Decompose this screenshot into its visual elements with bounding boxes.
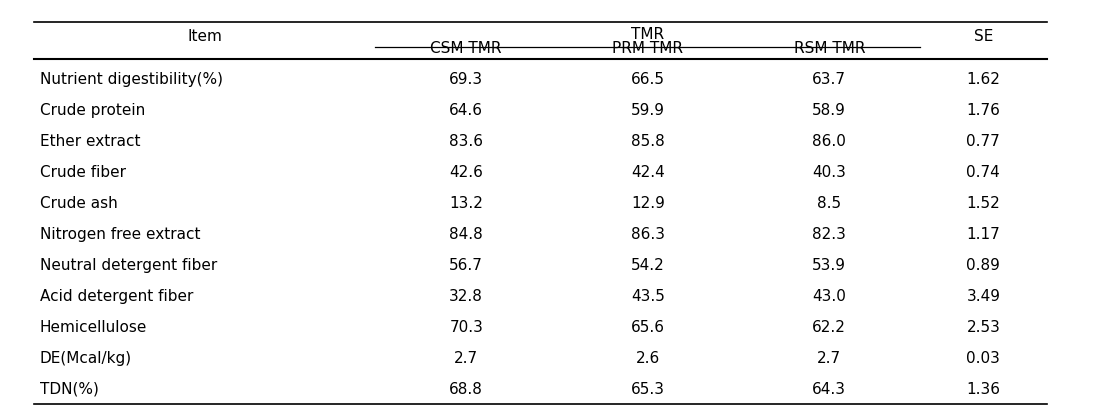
Text: 1.52: 1.52: [966, 196, 1000, 211]
Text: Nutrient digestibility(%): Nutrient digestibility(%): [40, 72, 223, 87]
Text: 63.7: 63.7: [812, 72, 846, 87]
Text: PRM TMR: PRM TMR: [612, 41, 683, 56]
Text: 0.03: 0.03: [966, 351, 1000, 366]
Text: 2.7: 2.7: [454, 351, 479, 366]
Text: CSM TMR: CSM TMR: [430, 41, 502, 56]
Text: 86.0: 86.0: [813, 134, 846, 149]
Text: 0.74: 0.74: [966, 165, 1000, 180]
Text: Neutral detergent fiber: Neutral detergent fiber: [40, 258, 217, 273]
Text: RSM TMR: RSM TMR: [793, 41, 865, 56]
Text: 1.17: 1.17: [966, 227, 1000, 242]
Text: 59.9: 59.9: [631, 103, 665, 118]
Text: 0.89: 0.89: [966, 258, 1000, 273]
Text: 65.3: 65.3: [631, 382, 665, 397]
Text: 8.5: 8.5: [817, 196, 842, 211]
Text: 2.6: 2.6: [635, 351, 660, 366]
Text: 43.0: 43.0: [813, 289, 846, 304]
Text: 85.8: 85.8: [631, 134, 665, 149]
Text: TDN(%): TDN(%): [40, 382, 99, 397]
Text: Nitrogen free extract: Nitrogen free extract: [40, 227, 201, 242]
Text: 66.5: 66.5: [631, 72, 665, 87]
Text: Acid detergent fiber: Acid detergent fiber: [40, 289, 193, 304]
Text: 32.8: 32.8: [449, 289, 483, 304]
Text: 1.76: 1.76: [966, 103, 1000, 118]
Text: 2.7: 2.7: [817, 351, 842, 366]
Text: 43.5: 43.5: [631, 289, 665, 304]
Text: 53.9: 53.9: [812, 258, 846, 273]
Text: TMR: TMR: [631, 27, 664, 42]
Text: DE(Mcal/kg): DE(Mcal/kg): [40, 351, 132, 366]
Text: 68.8: 68.8: [449, 382, 483, 397]
Text: 86.3: 86.3: [631, 227, 665, 242]
Text: 82.3: 82.3: [813, 227, 846, 242]
Text: 12.9: 12.9: [631, 196, 665, 211]
Text: 42.6: 42.6: [449, 165, 483, 180]
Text: Ether extract: Ether extract: [40, 134, 140, 149]
Text: 1.36: 1.36: [966, 382, 1000, 397]
Text: 65.6: 65.6: [631, 320, 665, 335]
Text: 56.7: 56.7: [449, 258, 483, 273]
Text: Crude protein: Crude protein: [40, 103, 146, 118]
Text: 1.62: 1.62: [966, 72, 1000, 87]
Text: 54.2: 54.2: [631, 258, 665, 273]
Text: 70.3: 70.3: [449, 320, 483, 335]
Text: 64.3: 64.3: [812, 382, 846, 397]
Text: 64.6: 64.6: [449, 103, 483, 118]
Text: Item: Item: [188, 29, 223, 44]
Text: 62.2: 62.2: [813, 320, 846, 335]
Text: 58.9: 58.9: [813, 103, 846, 118]
Text: 69.3: 69.3: [449, 72, 483, 87]
Text: 84.8: 84.8: [449, 227, 483, 242]
Text: SE: SE: [974, 29, 993, 44]
Text: 83.6: 83.6: [449, 134, 483, 149]
Text: 0.77: 0.77: [966, 134, 1000, 149]
Text: Crude ash: Crude ash: [40, 196, 118, 211]
Text: 2.53: 2.53: [966, 320, 1000, 335]
Text: Hemicellulose: Hemicellulose: [40, 320, 148, 335]
Text: 3.49: 3.49: [966, 289, 1000, 304]
Text: 40.3: 40.3: [813, 165, 846, 180]
Text: 42.4: 42.4: [631, 165, 665, 180]
Text: 13.2: 13.2: [449, 196, 483, 211]
Text: Crude fiber: Crude fiber: [40, 165, 126, 180]
